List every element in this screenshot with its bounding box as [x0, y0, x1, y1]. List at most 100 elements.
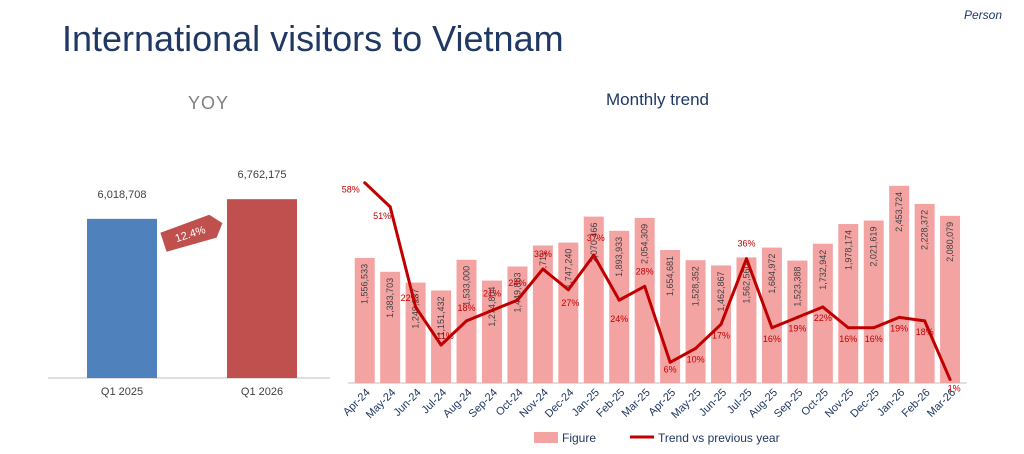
trend-value-label: 33% [534, 249, 552, 259]
figure-value-label: 1,151,432 [436, 296, 446, 336]
trend-value-label: 18% [916, 327, 934, 337]
yoy-change-badge: 12.4% [160, 214, 223, 252]
figure-bar [532, 245, 553, 383]
month-tick-label: Sep-24 [467, 387, 501, 421]
month-tick-label: Mar-25 [620, 387, 653, 420]
trend-point [846, 326, 850, 330]
figure-value-label: 2,054,309 [640, 224, 650, 264]
figure-bar [889, 185, 910, 383]
figure-bar [914, 203, 935, 383]
figure-bar [736, 257, 757, 383]
legend-trend-label: Trend vs previous year [658, 431, 780, 445]
monthly-legend: Figure Trend vs previous year [534, 431, 780, 445]
trend-value-label: 11% [436, 331, 453, 341]
trend-value-label: 19% [788, 323, 806, 333]
trend-point [821, 305, 825, 309]
month-tick-label: Jun-25 [697, 387, 729, 419]
figure-bar [634, 217, 655, 383]
month-tick-label: Mar-26 [925, 387, 958, 420]
trend-point [414, 305, 418, 309]
legend-figure-label: Figure [562, 431, 596, 445]
figure-value-label: 2,453,724 [894, 192, 904, 232]
figure-bar [812, 243, 833, 383]
trend-point [744, 257, 748, 261]
trend-value-label: 24% [508, 278, 526, 288]
trend-point [897, 315, 901, 319]
trend-value-label: 19% [890, 323, 908, 333]
figure-value-label: 2,021,619 [869, 227, 879, 267]
trend-point [617, 298, 621, 302]
trend-value-label: 10% [687, 354, 705, 364]
unit-label: Person [963, 8, 1002, 22]
trend-value-label: 36% [737, 239, 755, 249]
figure-bar [380, 271, 401, 383]
figure-value-label: 1,747,240 [563, 249, 573, 289]
trend-point [668, 360, 672, 364]
figure-bar [609, 230, 630, 383]
figure-bar [761, 247, 782, 383]
figure-value-label: 1,711 [538, 251, 548, 273]
figure-value-label: 1,732,942 [818, 250, 828, 290]
trend-point [643, 284, 647, 288]
trend-value-label: 28% [636, 266, 654, 276]
figure-value-label: 1,528,352 [691, 266, 701, 306]
trend-value-label: 17% [712, 330, 730, 340]
figure-value-label: 1,523,388 [792, 267, 802, 307]
trend-value-label: 24% [610, 314, 628, 324]
trend-point [388, 205, 392, 209]
yoy-value-label: 6,018,708 [98, 189, 147, 201]
trend-value-label: 37% [587, 233, 605, 243]
figure-value-label: 1,383,703 [385, 278, 395, 318]
trend-line [363, 181, 952, 381]
figure-value-label: 2,080,079 [945, 222, 955, 262]
trend-value-label: 21% [483, 288, 501, 298]
trend-point [490, 308, 494, 312]
trend-point [770, 326, 774, 330]
figure-value-label: 1,978,174 [843, 230, 853, 270]
month-tick-label: Sep-25 [772, 387, 806, 421]
month-tick-label: Dec-25 [848, 387, 882, 421]
yoy-bar [227, 199, 297, 378]
figure-bar [405, 282, 426, 383]
yoy-value-label: 6,762,175 [238, 169, 287, 181]
trend-point [923, 319, 927, 323]
yoy-category-label: Q1 2026 [241, 386, 283, 398]
figure-bar [787, 260, 808, 383]
legend-figure-swatch [534, 432, 558, 443]
figure-bar [481, 280, 502, 383]
trend-point [515, 298, 519, 302]
figure-value-label: 1,556,533 [360, 264, 370, 304]
figure-bar [838, 224, 859, 383]
figure-bar [431, 290, 452, 383]
trend-point [872, 326, 876, 330]
yoy-chart-title: YOY [188, 93, 230, 113]
trend-value-label: 16% [763, 334, 781, 344]
trend-point [465, 319, 469, 323]
trend-point [719, 322, 723, 326]
figure-bar [940, 215, 961, 383]
figure-value-label: 1,893,933 [614, 237, 624, 277]
figure-value-label: 2,228,372 [920, 210, 930, 250]
month-tick-label: Dec-24 [543, 387, 577, 421]
figure-value-label: 2,070,466 [589, 223, 599, 263]
trend-point [566, 288, 570, 292]
trend-value-label: 51% [373, 211, 391, 221]
figure-bar [863, 220, 884, 383]
trend-value-label: 1% [948, 384, 961, 394]
figure-bar [558, 242, 579, 383]
trend-value-label: 22% [401, 293, 419, 303]
trend-point [948, 378, 952, 382]
trend-value-label: 16% [839, 334, 857, 344]
trend-point [541, 267, 545, 271]
trend-point [694, 346, 698, 350]
month-tick-label: Jun-24 [391, 387, 423, 419]
figure-value-label: 1,462,867 [716, 271, 726, 311]
figure-value-label: 1,684,972 [767, 254, 777, 294]
figure-value-label: 1,562,560 [741, 263, 751, 303]
trend-value-label: 16% [865, 334, 883, 344]
trend-value-label: 27% [561, 298, 579, 308]
trend-point [795, 315, 799, 319]
trend-point [363, 181, 367, 185]
